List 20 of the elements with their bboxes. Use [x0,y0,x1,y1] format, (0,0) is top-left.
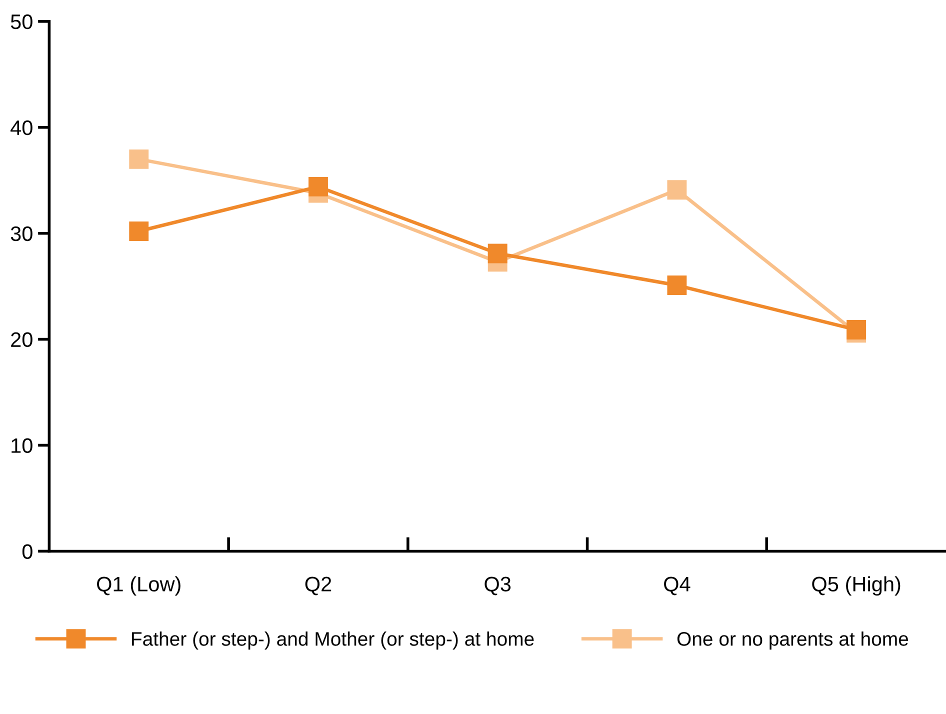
x-tick-label: Q4 [664,576,690,596]
point [846,320,866,340]
y-tick-label: 10 [12,438,32,454]
legend-label: One or no parents at home [677,632,908,650]
y-tick-label: 40 [10,120,32,136]
y-tick-label: 0 [22,544,32,559]
x-tick-label: Q5 (High) [812,576,900,596]
point [667,180,687,200]
legend-label: Father (or step-) and Mother (or step-) at home [132,632,534,650]
point [667,276,687,295]
point [129,149,149,169]
x-tick-label: Q1 (Low) [97,576,180,596]
point [488,244,508,264]
point [129,221,149,241]
y-tick-label: 30 [10,226,32,242]
x-tick-label: Q2 [305,576,332,596]
y-tick-label: 50 [10,14,32,30]
x-tick-label: Q3 [484,576,511,596]
y-tick-label: 20 [11,332,32,348]
point [308,176,328,196]
